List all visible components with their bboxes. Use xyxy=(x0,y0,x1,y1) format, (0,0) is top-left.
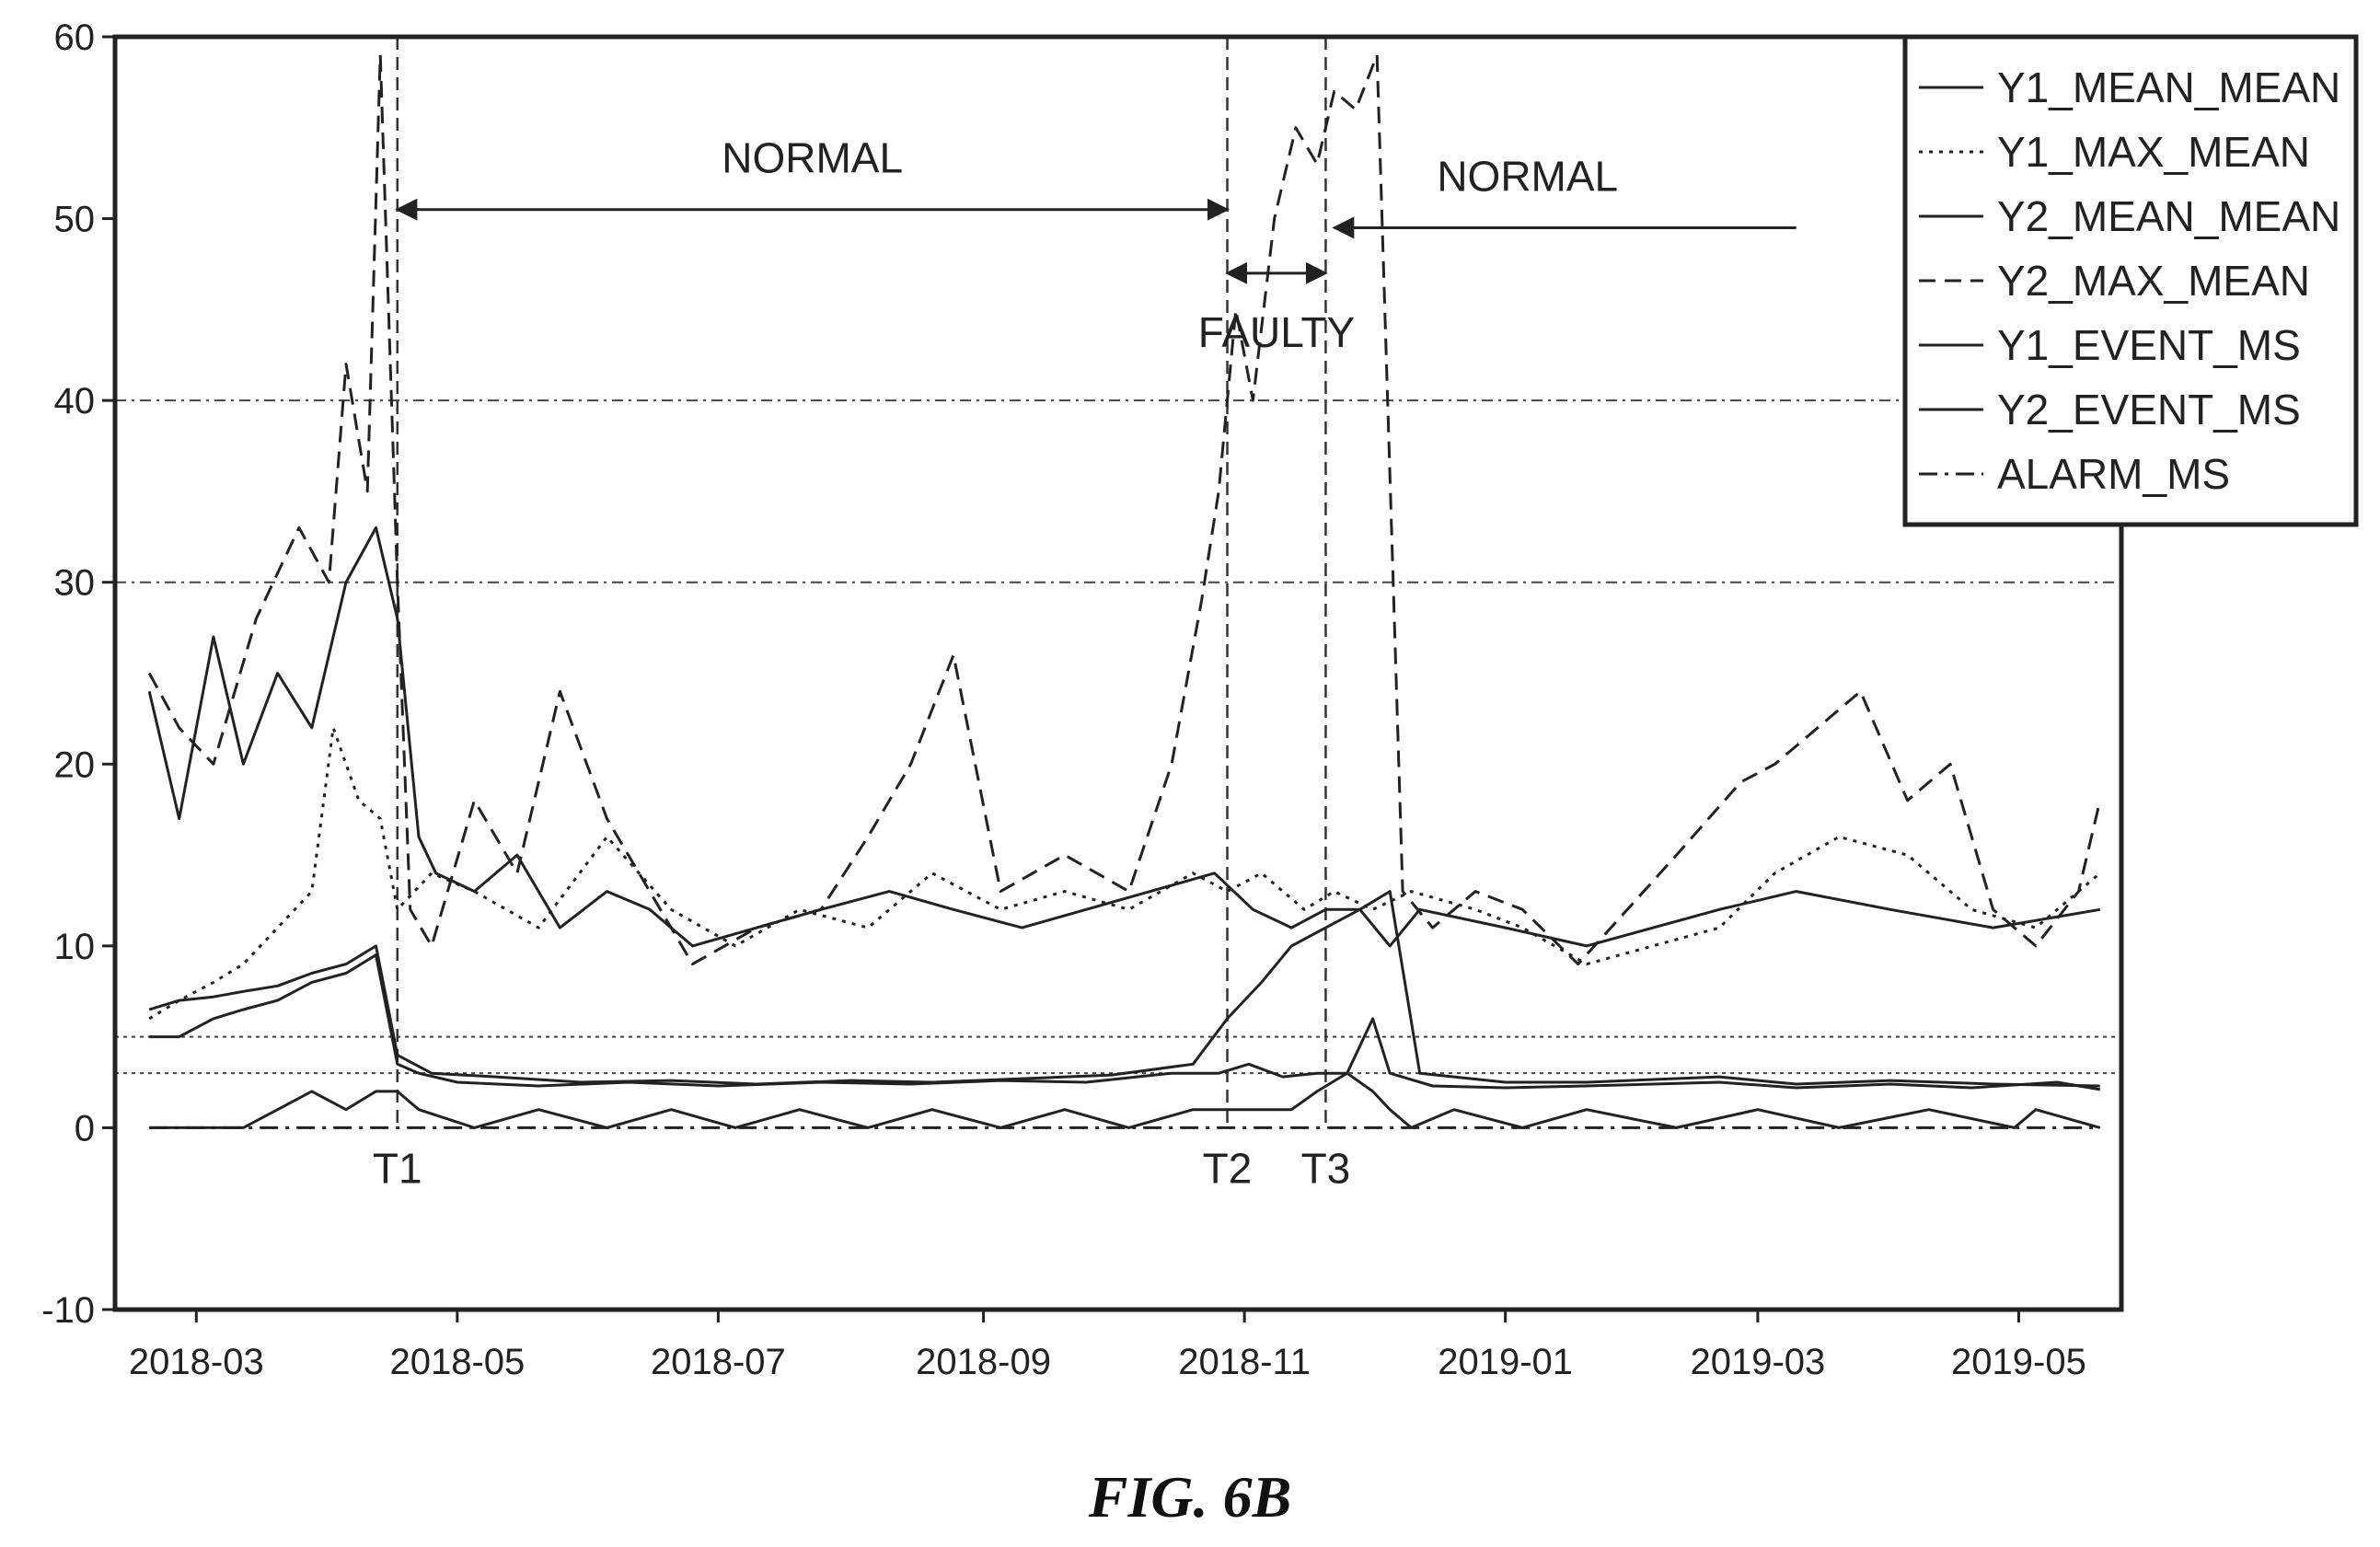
annotations: NORMAL FAULTY NORMAL xyxy=(395,134,1797,356)
y-axis: -10 0 10 20 30 40 50 60 xyxy=(41,17,115,1331)
series-line xyxy=(149,953,2101,1091)
legend-label: Y1_EVENT_MS xyxy=(1997,321,2301,369)
annotation-label: FAULTY xyxy=(1198,308,1355,356)
y-tick-label: 20 xyxy=(54,745,96,785)
legend-label: Y2_EVENT_MS xyxy=(1997,386,2301,433)
marker-label: T3 xyxy=(1301,1144,1351,1192)
legend: Y1_MEAN_MEAN Y1_MAX_MEAN Y2_MEAN_MEAN Y2_MA… xyxy=(1902,34,2359,527)
annotation-label: NORMAL xyxy=(722,134,903,182)
y-tick-label: 30 xyxy=(54,563,96,604)
series-line xyxy=(147,53,2102,966)
series-line xyxy=(149,1071,2101,1129)
x-tick-label: 2019-01 xyxy=(1438,1342,1573,1382)
legend-label: Y2_MEAN_MEAN xyxy=(1997,192,2340,240)
grid-lines xyxy=(115,399,2121,1075)
x-tick-label: 2018-11 xyxy=(1178,1342,1311,1382)
y-tick-label: 40 xyxy=(54,381,96,421)
annotation-label: NORMAL xyxy=(1437,152,1618,200)
marker-lines: T1 T2 T3 xyxy=(373,37,1350,1192)
figure-caption: FIG. 6B xyxy=(1088,1464,1292,1530)
x-tick-label: 2019-05 xyxy=(1951,1342,2086,1382)
series-lines xyxy=(147,53,2102,1129)
y-tick-label: 10 xyxy=(54,927,96,967)
y-tick-label: -10 xyxy=(41,1290,95,1331)
series-line xyxy=(148,890,2100,1088)
legend-label: Y1_MAX_MEAN xyxy=(1997,128,2310,176)
legend-label: Y2_MAX_MEAN xyxy=(1997,257,2310,305)
legend-label: ALARM_MS xyxy=(1997,450,2230,498)
series-line xyxy=(147,525,2101,948)
x-tick-label: 2018-09 xyxy=(916,1342,1051,1382)
legend-label: Y1_MEAN_MEAN xyxy=(1997,63,2340,111)
x-tick-label: 2018-07 xyxy=(651,1342,786,1382)
series-line xyxy=(148,726,2101,1021)
marker-label: T1 xyxy=(373,1144,422,1192)
x-tick-label: 2019-03 xyxy=(1691,1342,1826,1382)
x-tick-label: 2018-05 xyxy=(389,1342,525,1382)
plot-frame xyxy=(112,34,2124,1312)
x-tick-label: 2018-03 xyxy=(129,1342,264,1382)
y-tick-label: 60 xyxy=(54,17,96,58)
marker-label: T2 xyxy=(1203,1144,1253,1192)
y-tick-label: 0 xyxy=(75,1108,95,1149)
x-axis: 2018-03 2018-05 2018-07 2018-09 2018-11 2019-… xyxy=(129,1310,2086,1382)
y-tick-label: 50 xyxy=(54,200,96,240)
